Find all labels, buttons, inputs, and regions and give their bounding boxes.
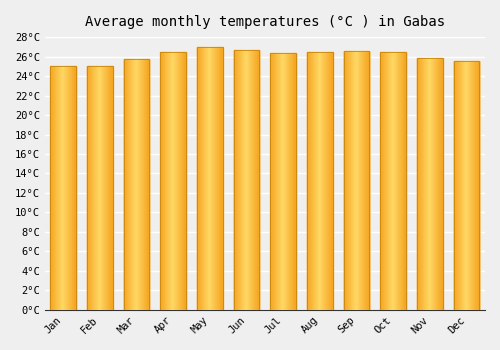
Title: Average monthly temperatures (°C ) in Gabas: Average monthly temperatures (°C ) in Ga… [85,15,445,29]
Bar [160,52,186,310]
Bar [87,66,112,310]
Bar [454,62,479,310]
Bar [344,51,370,310]
Bar [124,58,150,310]
Bar [380,52,406,310]
Bar [417,57,443,310]
Bar [270,53,296,310]
Bar [50,66,76,310]
Bar [307,52,333,310]
Bar [197,47,223,310]
Bar [234,50,260,310]
